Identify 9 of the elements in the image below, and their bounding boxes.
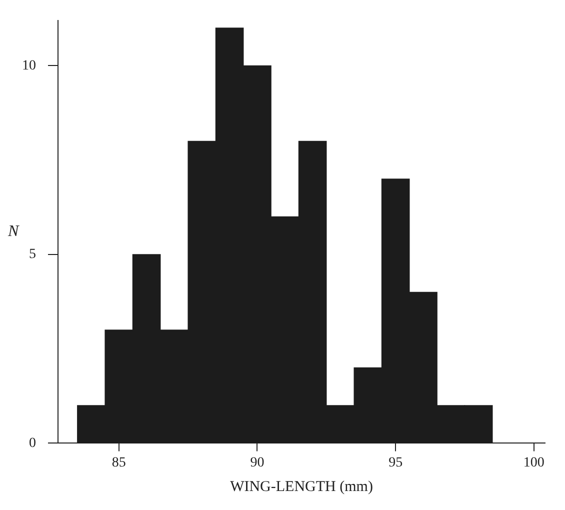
y-tick-label: 5 <box>29 247 36 262</box>
x-tick-label: 95 <box>388 455 403 470</box>
x-tick-label: 100 <box>523 455 544 470</box>
y-tick-label: 0 <box>29 436 36 451</box>
x-tick-label: 90 <box>250 455 264 470</box>
x-axis-title: WING-LENGTH (mm) <box>230 478 373 495</box>
y-tick-label: 10 <box>22 58 36 74</box>
x-tick-label: 85 <box>112 455 126 470</box>
y-axis-title: N <box>7 223 20 240</box>
